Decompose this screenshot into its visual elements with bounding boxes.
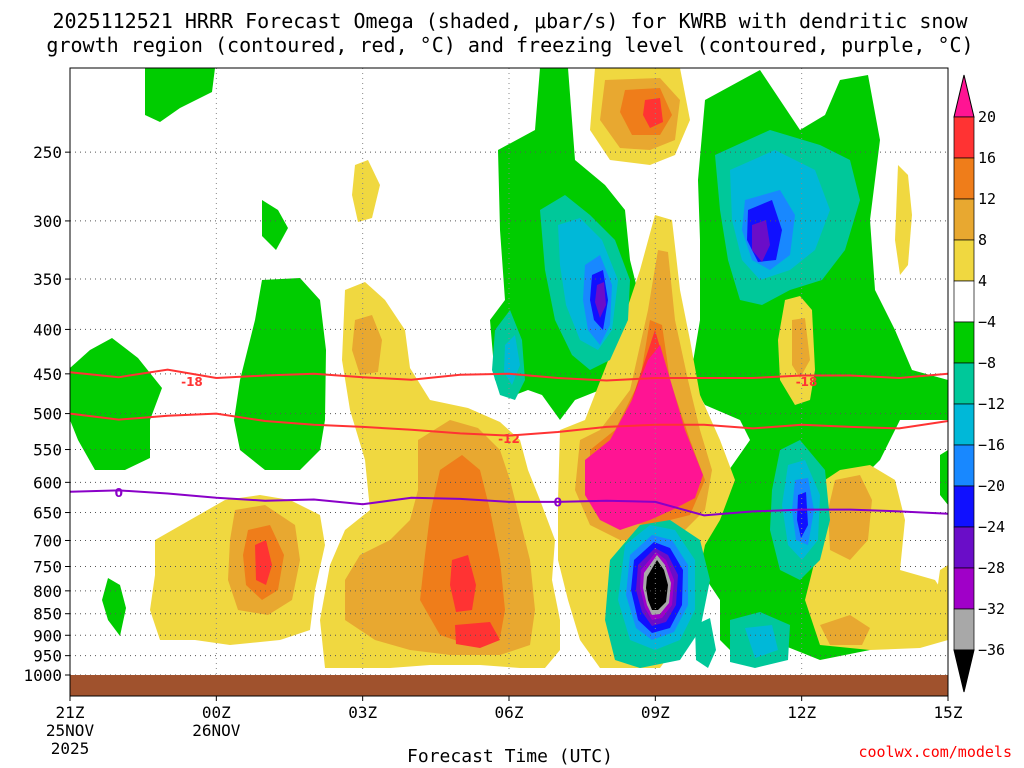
red-region-low [455,622,500,648]
green-region-edge-right [940,450,948,505]
lorange-region-right [828,475,872,560]
colorbar-segment [953,280,975,323]
x-tick-label: 09Z [641,703,670,722]
green-region-left-mid [70,338,162,470]
colorbar-label: 8 [978,231,987,249]
y-tick-label: 350 [33,270,62,289]
x-tick-label: 03Z [348,703,377,722]
colorbar-label: −16 [978,436,1005,454]
colorbar-segment [953,485,975,528]
chart-title-line-1: 2025112521 HRRR Forecast Omega (shaded, … [52,9,968,33]
yellow-region-right-slim [895,165,912,275]
colorbar-top-arrow [953,74,975,118]
cyan-region-500 [504,335,520,385]
green-region-small-300 [262,200,288,250]
contour-label: 0 [115,486,123,500]
red-region-main [450,555,476,612]
colorbar: 20 16 12 8 4 −4 −8 −12 −16 −20 −24 −28 −32 −36 [953,74,1005,693]
x-axis-title: Forecast Time (UTC) [407,746,613,767]
colorbar-label: −4 [978,313,996,331]
black-core [646,560,668,610]
yellow-region-edge [935,565,948,610]
colorbar-label: −12 [978,395,1005,413]
colorbar-label: −32 [978,600,1005,618]
dblue-region-lowright [797,492,808,538]
y-axis-ticks: 250 300 350 400 450 500 550 600 650 700 750 800 850 9… [23,143,70,685]
lorange-region-400r [792,318,810,378]
y-tick-label: 300 [33,212,62,231]
x-tick-date: 25NOV [46,721,95,740]
x-tick-label: 00Z [202,703,231,722]
y-tick-label: 400 [33,320,62,339]
contour-line [69,368,949,382]
y-tick-label: 950 [33,647,62,666]
x-tick-label: 06Z [495,703,524,722]
colorbar-segment [953,567,975,610]
y-tick-label: 650 [33,504,62,523]
colorbar-segment [953,444,975,487]
colorbar-segment [953,198,975,241]
colorbar-label: −36 [978,641,1005,659]
y-tick-label: 500 [33,405,62,424]
colorbar-segment [953,157,975,200]
x-tick-year: 2025 [51,739,90,758]
x-tick-label: 15Z [934,703,963,722]
y-tick-label: 550 [33,441,62,460]
green-region-topleft [145,68,215,122]
colorbar-label: −20 [978,477,1005,495]
cyan-region-low2 [745,625,778,658]
x-tick-label: 21Z [56,703,85,722]
y-tick-label: 900 [33,626,62,645]
contour-label: 0 [554,496,562,510]
contour-label: -18 [181,375,203,389]
colorbar-label: −28 [978,559,1005,577]
colorbar-label: 4 [978,272,987,290]
colorbar-bottom-arrow [953,649,975,693]
red-region-left [255,540,272,585]
y-tick-label: 800 [33,582,62,601]
colorbar-segment [953,321,975,364]
purple-region-center [595,282,606,318]
colorbar-label: 16 [978,149,996,167]
colorbar-label: −24 [978,518,1005,536]
colorbar-segment [953,116,975,159]
orange-region-main [420,455,505,645]
colorbar-segment [953,403,975,446]
surface-band [70,675,948,696]
colorbar-segment [953,526,975,569]
red-region-top [643,98,663,128]
lorange-region-400 [352,315,382,375]
y-tick-label: 450 [33,365,62,384]
colorbar-segment [953,608,975,651]
magenta-region [585,345,703,530]
contour-lines: -18 -18 -12 0 0 [69,368,949,517]
colorbar-label: 12 [978,190,996,208]
x-tick-label: 12Z [787,703,816,722]
colorbar-segment [953,362,975,405]
y-tick-label: 250 [33,143,62,162]
green-region-small-800 [102,578,126,636]
contour-line [69,489,949,517]
y-tick-label: 750 [33,558,62,577]
x-tick-date: 26NOV [192,721,241,740]
y-tick-label: 850 [33,605,62,624]
contour-label: -18 [796,375,818,389]
chart-title-line-2: growth region (contoured, red, °C) and f… [46,33,973,57]
y-tick-label: 600 [33,473,62,492]
contour-line [69,412,949,437]
y-tick-label: 700 [33,531,62,550]
lorange-region-right2 [820,615,870,645]
colorbar-label: 20 [978,108,996,126]
colorbar-segment [953,239,975,282]
colorbar-label: −8 [978,354,996,372]
contour-label: -12 [498,432,520,446]
credit-text: coolwx.com/models [858,743,1012,761]
purple-region-right [752,220,770,262]
y-tick-label: 1000 [23,666,62,685]
yellow-region-250 [352,160,380,222]
